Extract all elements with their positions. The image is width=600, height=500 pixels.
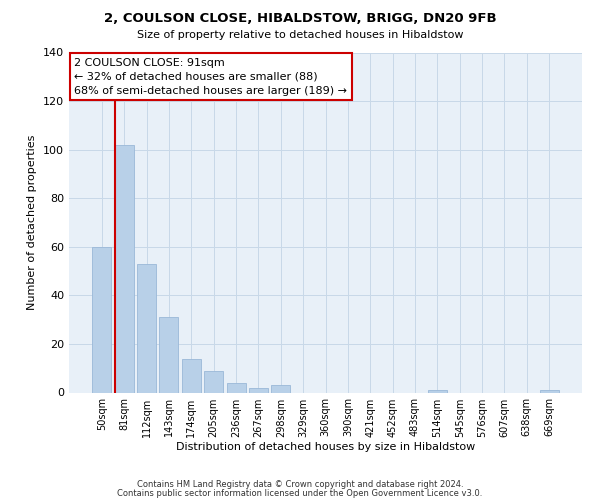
Bar [428,390,447,392]
Text: Contains HM Land Registry data © Crown copyright and database right 2024.: Contains HM Land Registry data © Crown c… [137,480,463,489]
Bar [115,145,134,392]
Bar [204,370,223,392]
Bar [92,247,112,392]
Bar [271,385,290,392]
Bar [137,264,156,392]
Y-axis label: Number of detached properties: Number of detached properties [28,135,37,310]
Bar [539,390,559,392]
Text: 2, COULSON CLOSE, HIBALDSTOW, BRIGG, DN20 9FB: 2, COULSON CLOSE, HIBALDSTOW, BRIGG, DN2… [104,12,496,26]
Text: Contains public sector information licensed under the Open Government Licence v3: Contains public sector information licen… [118,488,482,498]
Bar [182,358,201,392]
Bar [160,317,178,392]
Bar [227,383,245,392]
X-axis label: Distribution of detached houses by size in Hibaldstow: Distribution of detached houses by size … [176,442,475,452]
Text: 2 COULSON CLOSE: 91sqm
← 32% of detached houses are smaller (88)
68% of semi-det: 2 COULSON CLOSE: 91sqm ← 32% of detached… [74,58,347,96]
Text: Size of property relative to detached houses in Hibaldstow: Size of property relative to detached ho… [137,30,463,40]
Bar [249,388,268,392]
